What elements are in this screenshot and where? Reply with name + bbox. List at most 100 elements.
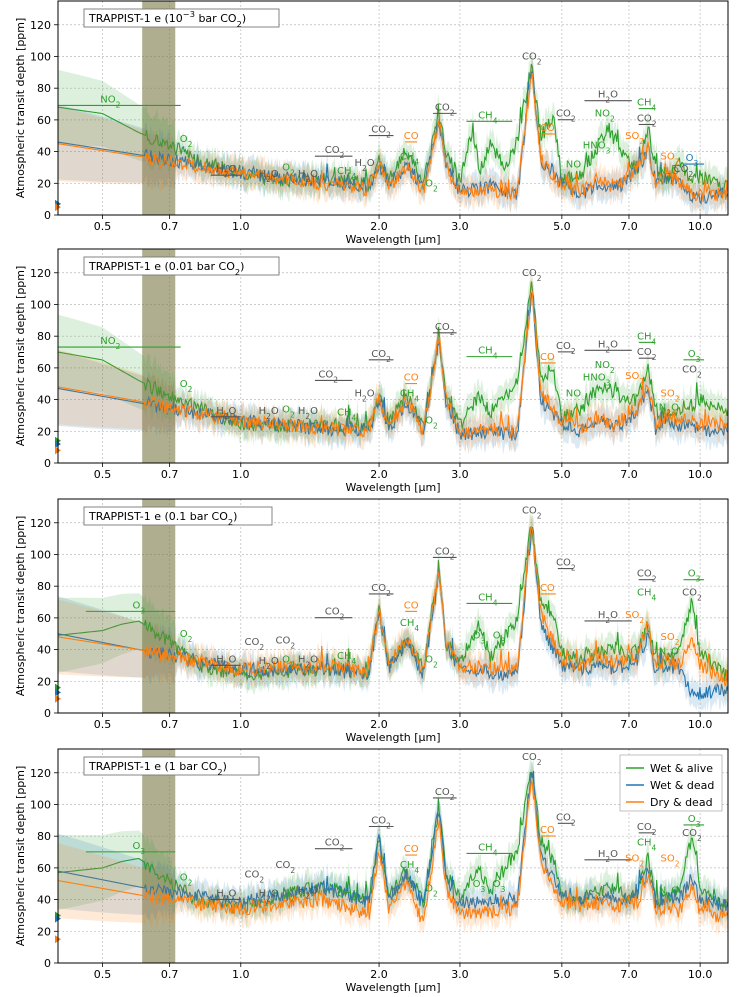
x-tick-label: 0.7: [161, 968, 179, 981]
x-tick-label: 7.0: [620, 718, 638, 731]
molecule-label: CO2: [556, 558, 576, 573]
band-wet_alive: [58, 756, 728, 929]
x-tick-label: 0.7: [161, 718, 179, 731]
molecule-label: CO2: [275, 860, 295, 875]
molecule-label: CO2: [325, 607, 345, 622]
molecule-label: H2O: [598, 90, 618, 105]
y-tick-label: 100: [30, 50, 51, 63]
molecule-label: CO: [404, 844, 419, 855]
band-wet_alive: [58, 511, 728, 697]
molecule-label: H2O: [598, 339, 618, 354]
x-tick-label: 1.0: [232, 718, 250, 731]
molecule-label: CH4: [478, 110, 498, 125]
x-tick-label: 2.0: [370, 968, 388, 981]
molecule-label: NO: [566, 388, 581, 399]
y-tick-label: 120: [30, 267, 51, 280]
y-tick-label: 60: [37, 114, 51, 127]
band-wet_dead: [58, 756, 728, 927]
molecule-label: CH4: [637, 588, 657, 603]
axes-frame: [57, 248, 729, 464]
y-tick-label: 20: [37, 425, 51, 438]
panel-title: TRAPPIST-1 e (10−3 bar CO2): [88, 9, 246, 29]
molecule-label: O2: [425, 654, 438, 669]
molecule-label: CO: [540, 825, 555, 836]
x-tick-label: 3.0: [451, 718, 469, 731]
x-axis-label: Wavelength [μm]: [345, 981, 440, 994]
y-axis-label: Atmospheric transit depth [ppm]: [14, 766, 27, 947]
molecule-label: SO2: [625, 610, 644, 625]
molecule-label: H2O: [216, 406, 236, 421]
molecule-label: H2O: [259, 656, 279, 671]
y-tick-label: 0: [44, 209, 51, 222]
molecule-label: N2O: [659, 646, 679, 661]
molecule-label: H2O: [216, 888, 236, 903]
molecule-label: O2: [425, 415, 438, 430]
x-tick-label: 0.5: [94, 220, 112, 233]
x-axis-label: Wavelength [μm]: [345, 233, 440, 246]
y-tick-label: 20: [37, 177, 51, 190]
molecule-label: H2O: [216, 654, 236, 669]
x-axis-label: Wavelength [μm]: [345, 731, 440, 744]
y-tick-label: 60: [37, 362, 51, 375]
series-line-dry_dead: [58, 290, 728, 439]
y-tick-label: 60: [37, 612, 51, 625]
x-tick-label: 10.0: [688, 220, 713, 233]
molecule-label: HNO3: [583, 140, 611, 155]
molecule-label: H2O: [354, 388, 374, 403]
x-axis-label: Wavelength [μm]: [345, 481, 440, 494]
panel-title-box: [83, 8, 280, 28]
series-line-wet_alive: [58, 281, 728, 437]
band-wet_dead: [58, 281, 728, 455]
molecule-label: SO2: [625, 854, 644, 869]
molecule-label: H2O: [598, 610, 618, 625]
legend-label-wet_dead: Wet & dead: [650, 779, 714, 792]
molecule-label: NO2: [595, 360, 615, 375]
x-tick-label: 1.0: [232, 968, 250, 981]
uncertainty-block: [142, 249, 176, 463]
series-line-wet_dead: [58, 527, 728, 700]
x-tick-label: 5.0: [553, 718, 571, 731]
y-tick-label: 0: [44, 707, 51, 720]
x-tick-label: 5.0: [553, 968, 571, 981]
y-tick-label: 80: [37, 82, 51, 95]
series-line-wet_alive: [58, 63, 728, 194]
uncertainty-block: [142, 499, 176, 713]
panel-title-box: [83, 256, 280, 276]
y-axis-label: Atmospheric transit depth [ppm]: [14, 266, 27, 447]
x-tick-label: 5.0: [553, 468, 571, 481]
molecule-label: CO2: [556, 109, 576, 124]
panel-title: TRAPPIST-1 e (1 bar CO2): [88, 760, 227, 777]
molecule-label: CO2: [371, 125, 391, 140]
molecule-label: CO2: [371, 583, 391, 598]
molecule-label: H2O: [298, 654, 318, 669]
x-tick-label: 2.0: [370, 718, 388, 731]
series-line-wet_alive: [58, 771, 728, 914]
band-dry_dead: [58, 768, 728, 937]
panel-4: O3O2H2OCO2H2OCO2O2H2OCO2CH4CO2COCH4O2CO2…: [14, 748, 729, 994]
molecule-label: CO2: [244, 869, 264, 884]
molecule-label: CO2: [371, 816, 391, 831]
panel-title-box: [83, 506, 273, 526]
molecule-label: N2O: [659, 403, 679, 418]
axes-frame: [57, 0, 729, 216]
molecule-label: O3: [688, 814, 701, 829]
x-tick-label: 0.5: [94, 718, 112, 731]
molecule-label: H2O: [298, 169, 318, 184]
molecule-label: CO: [404, 131, 419, 142]
y-tick-label: 0: [44, 957, 51, 970]
plot-area: O3O2H2OCO2H2OCO2O2H2OCO2CH4CO2COCH4O2CO2…: [58, 749, 728, 963]
y-tick-label: 20: [37, 675, 51, 688]
band-wet_alive: [58, 267, 728, 449]
y-tick-label: 80: [37, 830, 51, 843]
molecule-label: CO2: [244, 637, 264, 652]
axes-frame: [57, 498, 729, 714]
molecule-label: H2O: [598, 849, 618, 864]
panel-title: TRAPPIST-1 e (0.1 bar CO2): [88, 510, 237, 527]
legend-label-wet_alive: Wet & alive: [650, 762, 713, 775]
x-tick-label: 7.0: [620, 220, 638, 233]
